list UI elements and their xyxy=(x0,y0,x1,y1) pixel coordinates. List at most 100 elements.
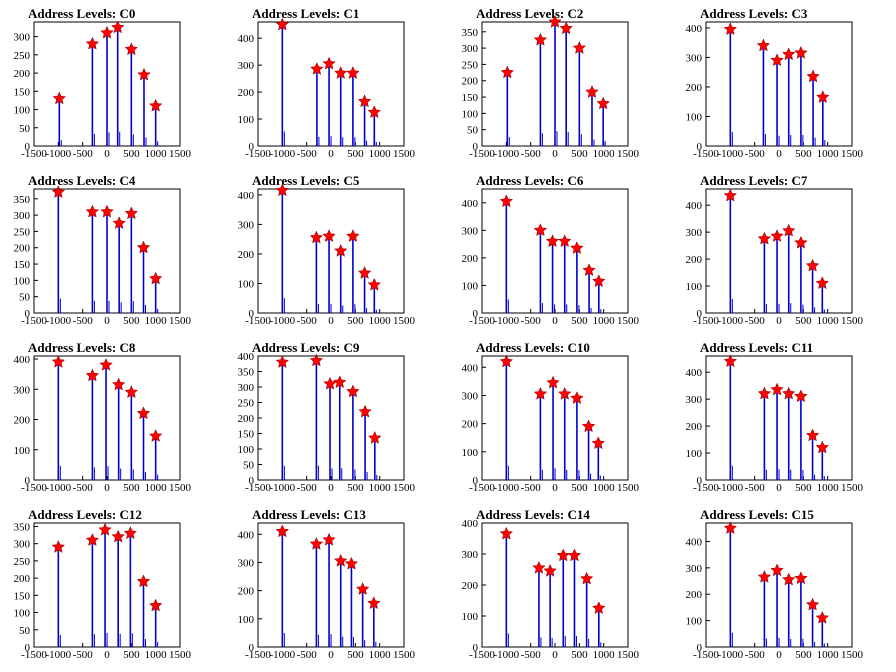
x-tick-label: 0 xyxy=(776,148,782,160)
y-tick-label: 200 xyxy=(462,253,479,265)
y-tick-label: 100 xyxy=(238,278,255,290)
x-tick-label: 500 xyxy=(571,482,588,494)
y-tick-label: 100 xyxy=(686,616,703,628)
x-tick-label: 0 xyxy=(328,482,334,494)
x-tick-label: 0 xyxy=(776,315,782,327)
y-tick-label: 100 xyxy=(14,445,31,457)
peak-marker xyxy=(309,230,324,244)
peak-marker xyxy=(124,206,139,220)
x-tick-label: 500 xyxy=(123,649,140,661)
chart-title: Address Levels: C14 xyxy=(476,507,590,522)
chart-panel-14: Address Levels: C14 0 100 200 300 400 -1500-10… xyxy=(462,507,640,661)
x-tick-label: -1500 xyxy=(245,482,271,494)
peak-marker xyxy=(51,539,66,553)
y-tick-label: 350 xyxy=(14,194,31,206)
y-tick-label: 300 xyxy=(686,52,703,64)
x-tick-label: 1500 xyxy=(841,315,864,327)
x-tick-label: -1500 xyxy=(245,315,271,327)
y-tick-label: 250 xyxy=(14,226,31,238)
x-tick-label: 0 xyxy=(104,315,110,327)
chart-panel-11: Address Levels: C11 0 100 200 300 400 -1500-10… xyxy=(686,340,864,494)
x-tick-label: -1500 xyxy=(21,482,47,494)
x-tick-label: 500 xyxy=(123,315,140,327)
chart-title: Address Levels: C5 xyxy=(252,173,360,188)
y-tick-label: 300 xyxy=(238,60,255,72)
chart-panel-7: Address Levels: C7 0 100 200 300 400 -1500-100… xyxy=(686,173,864,327)
x-tick-label: 1500 xyxy=(169,315,192,327)
x-tick-label: -1500 xyxy=(245,649,271,661)
x-tick-label: 1500 xyxy=(841,649,864,661)
peak-marker xyxy=(85,533,100,547)
x-tick-label: -1000 xyxy=(717,649,743,661)
peak-marker xyxy=(757,569,772,583)
peak-marker xyxy=(123,526,138,540)
peak-marker xyxy=(275,183,290,197)
x-tick-label: -1500 xyxy=(469,482,495,494)
peak-marker xyxy=(815,90,830,103)
y-tick-label: 300 xyxy=(686,227,703,239)
y-tick-label: 400 xyxy=(462,198,479,210)
y-tick-label: 200 xyxy=(462,580,479,592)
peak-marker xyxy=(357,265,372,279)
y-tick-label: 250 xyxy=(238,398,255,410)
x-tick-label: -1500 xyxy=(21,315,47,327)
x-tick-label: 0 xyxy=(328,649,334,661)
chart-panel-9: Address Levels: C9 0 50 100 150 200 250 300 350 4… xyxy=(238,340,416,494)
peak-marker xyxy=(723,354,738,368)
y-tick-label: 300 xyxy=(14,210,31,222)
y-tick-label: 200 xyxy=(238,249,255,261)
peak-marker xyxy=(346,384,360,398)
peak-marker xyxy=(100,204,114,218)
peak-marker xyxy=(51,185,66,199)
y-tick-label: 100 xyxy=(686,111,703,123)
y-tick-label: 400 xyxy=(462,518,479,530)
x-tick-label: -1000 xyxy=(717,315,743,327)
peak-marker xyxy=(366,596,381,610)
x-tick-label: -1500 xyxy=(469,649,495,661)
y-tick-label: 300 xyxy=(462,43,479,55)
peak-marker xyxy=(275,355,290,369)
peak-marker xyxy=(770,382,784,396)
x-tick-label: 0 xyxy=(552,315,558,327)
x-tick-label: 1000 xyxy=(593,315,616,327)
peak-marker xyxy=(368,430,382,444)
y-tick-label: 350 xyxy=(238,367,255,379)
x-tick-label: 1500 xyxy=(617,482,640,494)
peak-marker xyxy=(333,66,348,80)
y-tick-label: 200 xyxy=(462,419,479,431)
chart-title: Address Levels: C1 xyxy=(252,6,359,21)
chart-title: Address Levels: C12 xyxy=(28,507,142,522)
plot-frame xyxy=(481,522,629,648)
x-tick-label: 500 xyxy=(571,649,588,661)
chart-panel-5: Address Levels: C5 0 100 200 300 400 -1500-100… xyxy=(238,173,416,327)
peak-marker xyxy=(499,526,514,540)
chart-panel-0: Address Levels: C0 0 50 100 150 200 250 300 -150… xyxy=(14,6,192,160)
plot-frame xyxy=(481,188,629,314)
x-tick-label: -500 xyxy=(297,148,318,160)
x-tick-label: -1500 xyxy=(245,148,271,160)
x-tick-label: -1000 xyxy=(493,315,519,327)
x-tick-label: -500 xyxy=(745,649,766,661)
y-tick-label: 400 xyxy=(238,529,255,541)
y-tick-label: 200 xyxy=(238,87,255,99)
peak-marker xyxy=(794,45,808,59)
y-tick-label: 200 xyxy=(14,573,31,585)
y-tick-label: 200 xyxy=(14,243,31,255)
y-tick-label: 300 xyxy=(14,32,31,44)
x-tick-label: -1500 xyxy=(693,315,719,327)
x-tick-label: -1500 xyxy=(21,649,47,661)
x-tick-label: 1000 xyxy=(145,148,168,160)
x-tick-label: -500 xyxy=(297,315,318,327)
peak-marker xyxy=(558,386,572,400)
chart-title: Address Levels: C8 xyxy=(28,340,136,355)
y-tick-label: 0 xyxy=(25,475,31,487)
peak-marker xyxy=(148,98,163,112)
y-tick-label: 200 xyxy=(462,76,479,88)
peak-marker xyxy=(355,582,370,596)
peak-marker xyxy=(572,40,587,54)
x-tick-label: -500 xyxy=(73,315,94,327)
peak-marker xyxy=(137,67,151,81)
x-tick-label: 500 xyxy=(347,649,364,661)
peak-marker xyxy=(815,276,830,290)
chart-panel-3: Address Levels: C3 0 100 200 300 400 -1500-100… xyxy=(686,6,864,160)
